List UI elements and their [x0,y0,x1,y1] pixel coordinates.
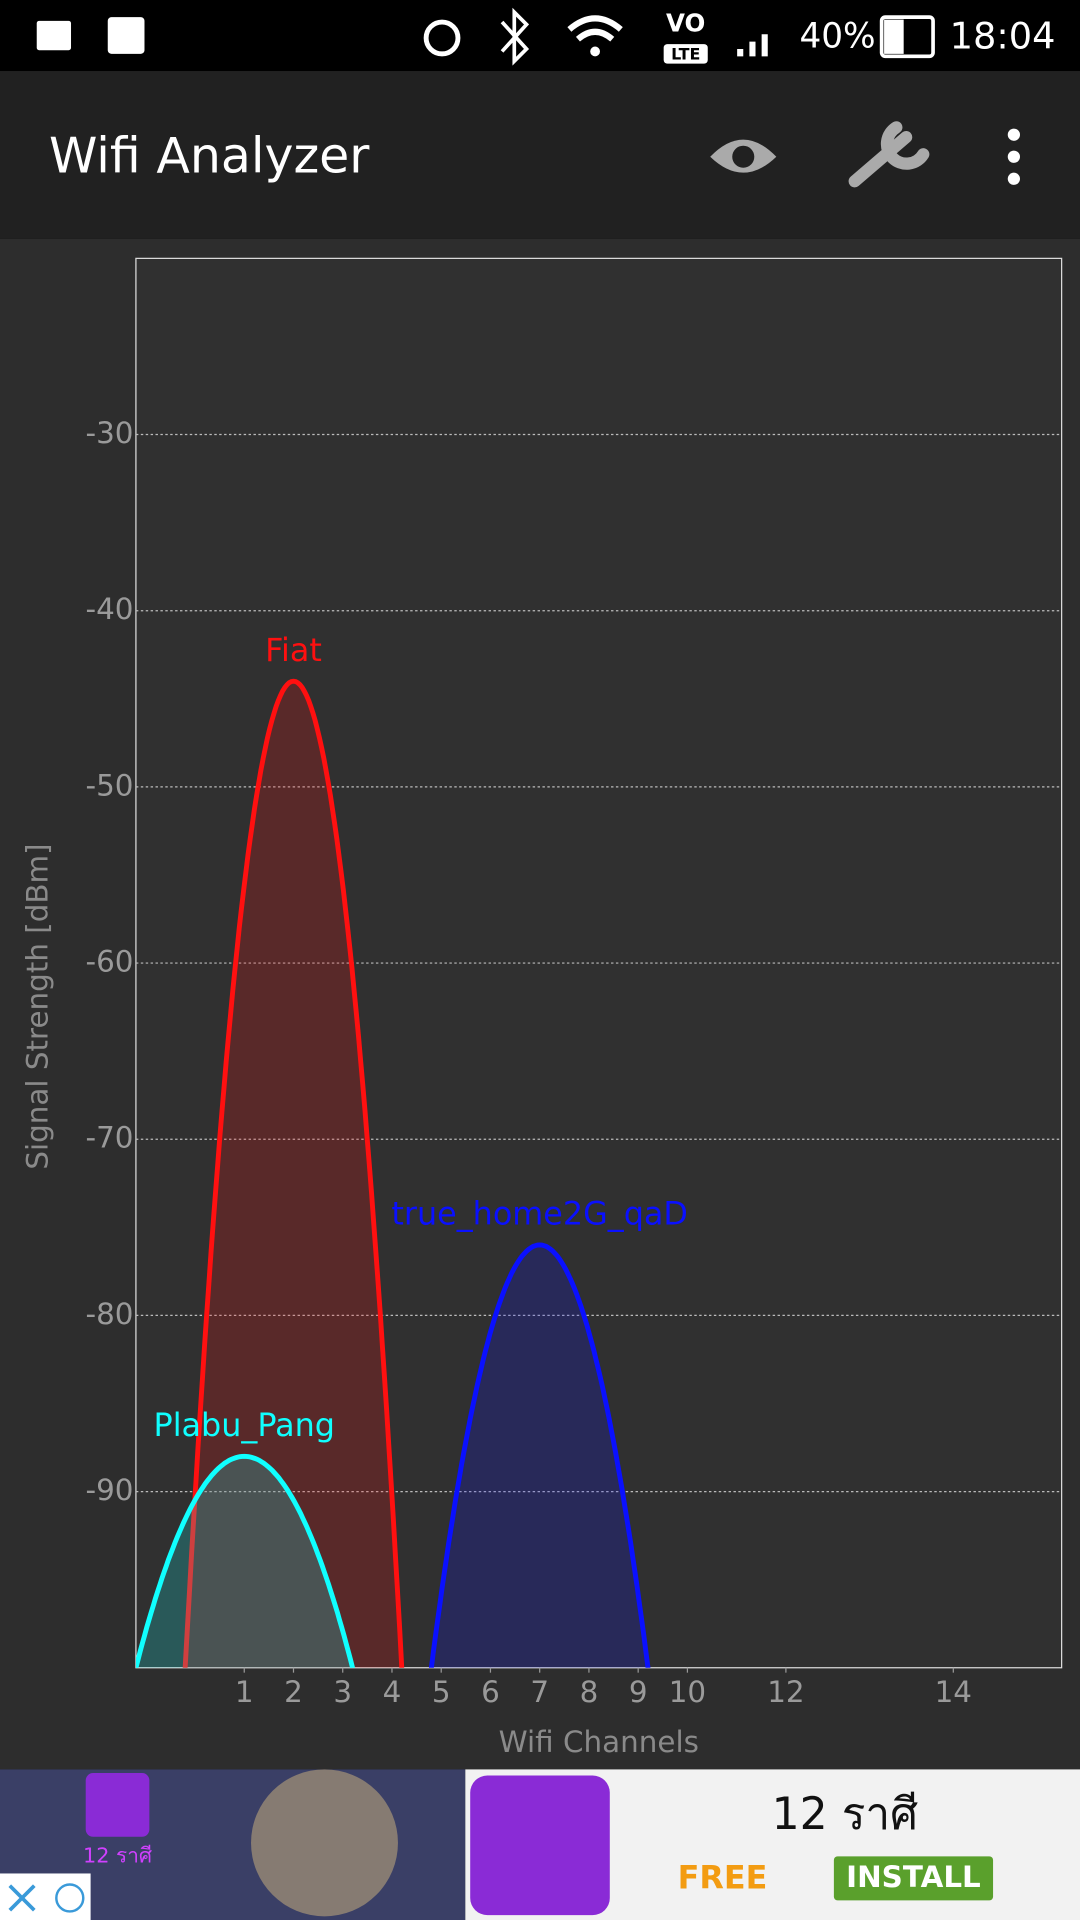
x-tick-label: 10 [669,1675,706,1709]
facebook-icon [107,17,145,54]
x-tick-label: 14 [935,1675,972,1709]
ad-art [251,1769,398,1917]
view-button[interactable] [710,139,777,173]
gallery-icon [36,20,72,51]
ad-small-icon [85,1773,150,1837]
x-tick-label: 1 [235,1675,254,1709]
network-label: true_home2G_qaD [391,1195,688,1233]
ad-controls [0,1873,91,1920]
network-label: Fiat [265,631,322,669]
battery-icon [879,15,935,59]
x-tick-label: 4 [383,1675,402,1709]
y-tick-label: -50 [85,768,133,802]
clock: 18:04 [950,14,1056,57]
x-tick-label: 12 [767,1675,804,1709]
x-tick-label: 7 [530,1675,549,1709]
menu-button[interactable] [1007,128,1020,185]
y-axis-label: Signal Strength [dBm] [21,843,55,1169]
ad-icon-label: 12 ราศี [83,1843,152,1867]
x-tick-label: 8 [580,1675,599,1709]
wifi-icon [567,15,623,42]
status-bar [0,0,1080,72]
y-tick-label: -30 [85,416,133,450]
install-label: INSTALL [846,1860,981,1894]
y-tick-label: -60 [85,945,133,979]
settings-button[interactable] [848,121,930,188]
x-tick-label: 2 [284,1675,303,1709]
app-bar [0,71,1080,239]
ad-price: FREE [678,1859,768,1897]
network-curve [428,1242,651,1668]
signal-icon [737,34,768,57]
y-tick-label: -90 [85,1473,133,1507]
y-tick-label: -70 [85,1121,133,1155]
lte-badge [663,44,708,64]
x-tick-label: 5 [432,1675,451,1709]
network-label: Plabu_Pang [154,1406,335,1444]
install-button[interactable] [833,1856,994,1901]
battery-percent: 40% [799,16,875,56]
ad-info[interactable] [55,1883,85,1913]
network-curve [182,678,405,1668]
x-tick-label: 9 [629,1675,648,1709]
x-tick-label: 6 [481,1675,500,1709]
ad-close[interactable] [8,1884,36,1912]
x-axis-label: Wifi Channels [499,1725,699,1759]
y-tick-label: -80 [85,1297,133,1331]
wifi-dot [590,46,600,57]
alarm-icon [423,19,461,57]
network-curve [135,1453,356,1668]
curves [135,678,651,1668]
ad-title: 12 ราศี [772,1789,919,1840]
y-tick-label: -40 [85,592,133,626]
battery-level [884,19,904,54]
x-tick-label: 3 [333,1675,352,1709]
app-title: Wifi Analyzer [49,128,370,185]
ad-app-icon[interactable] [470,1775,610,1916]
network-type: VO [666,8,705,37]
bluetooth-icon [500,7,530,66]
network-sub: LTE [671,45,700,64]
